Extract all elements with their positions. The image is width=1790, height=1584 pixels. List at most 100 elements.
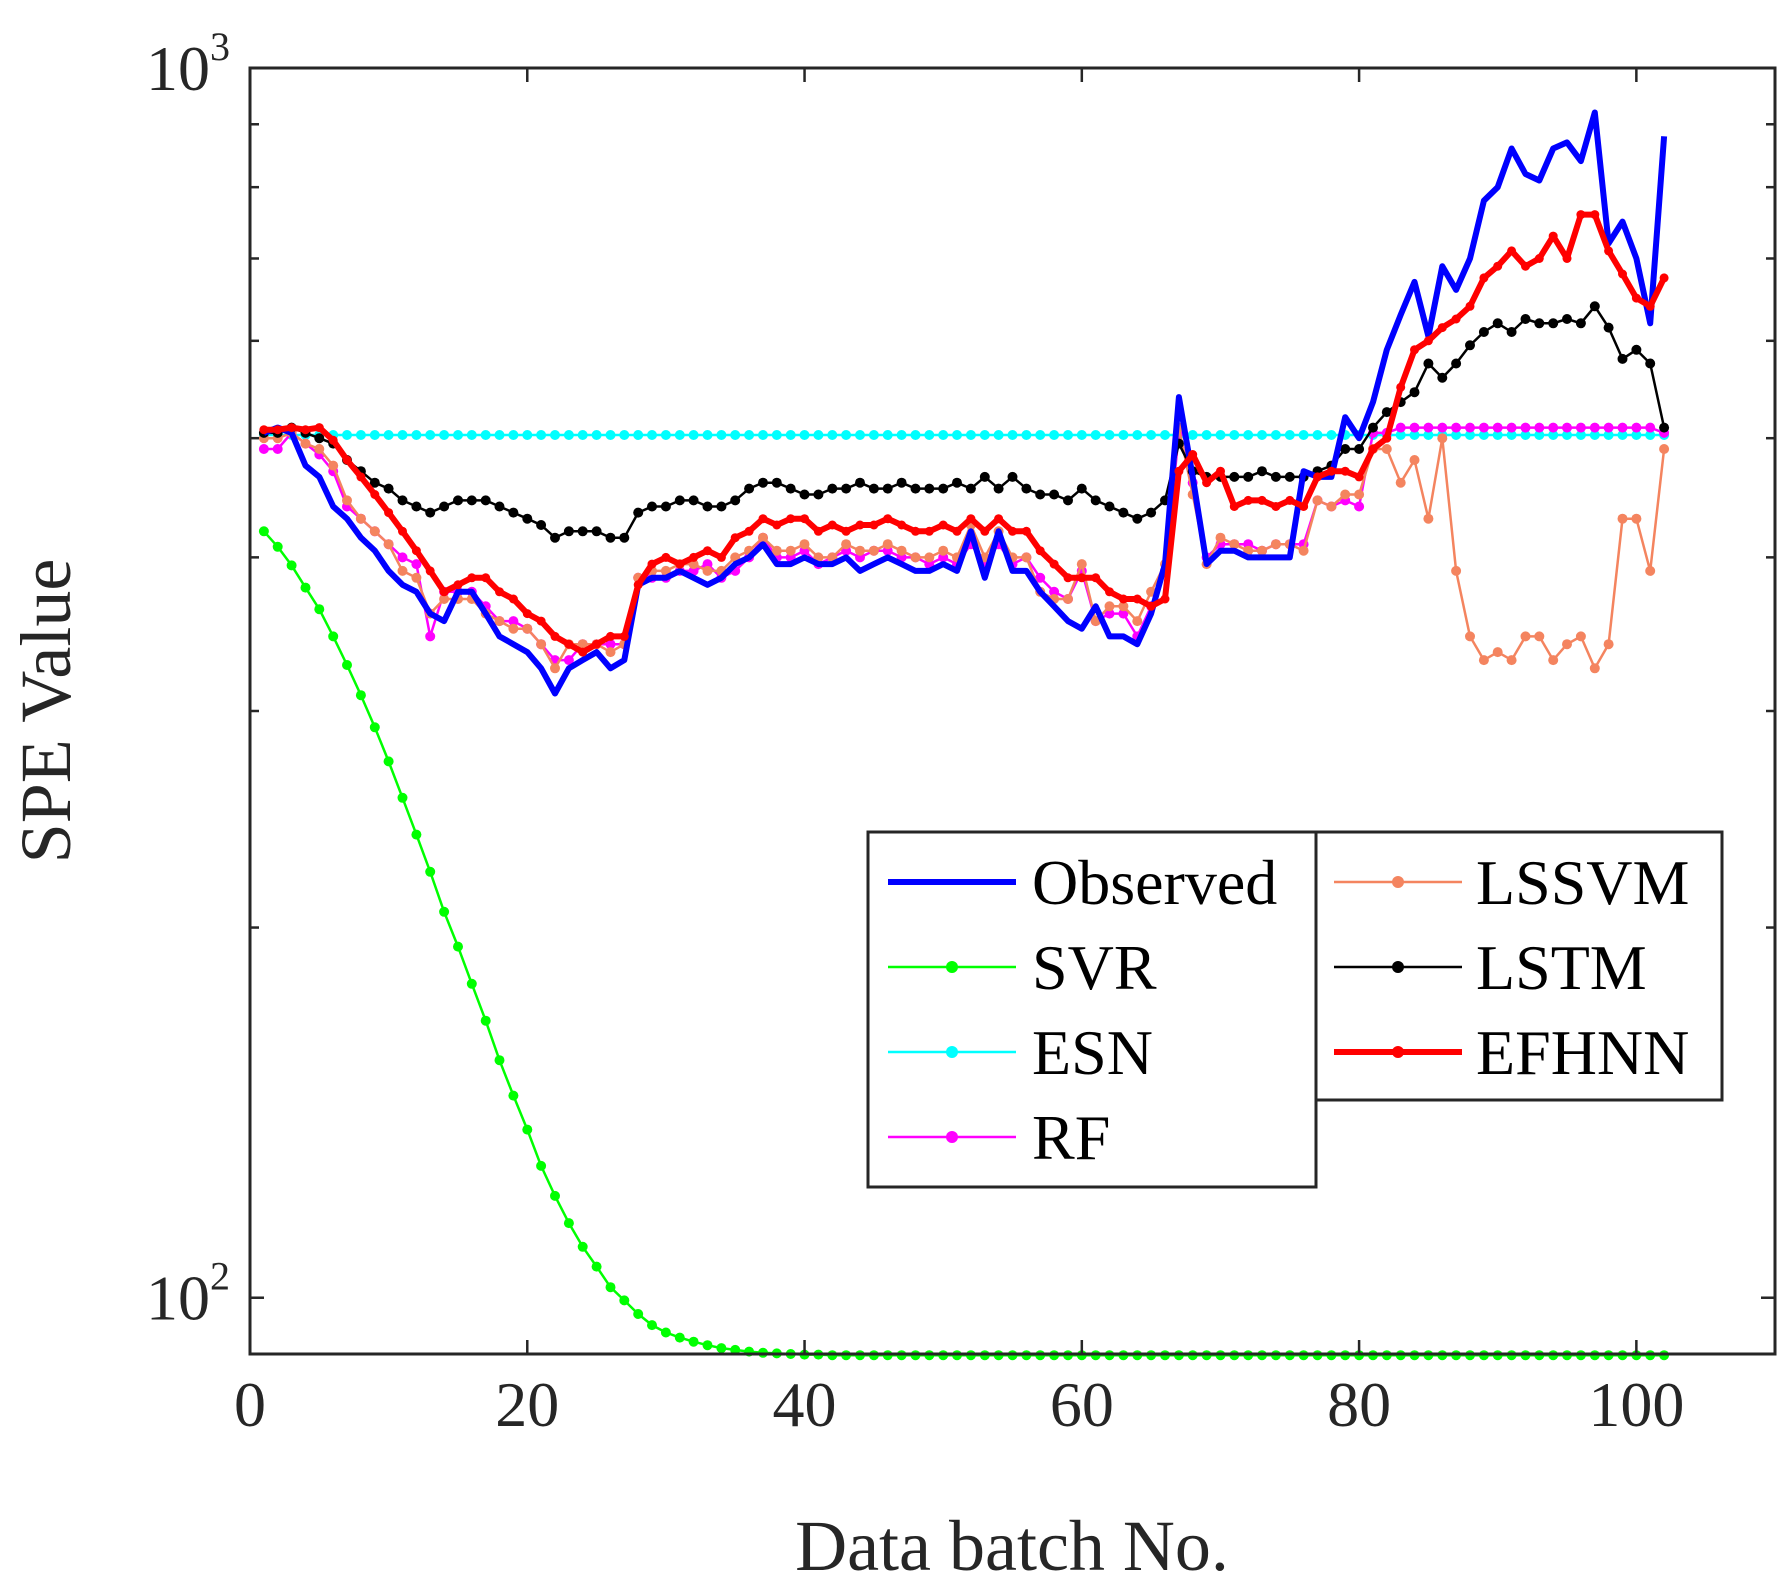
point-esn-7 (342, 430, 352, 440)
point-efhnn-101 (1645, 301, 1655, 311)
point-efhnn-7 (342, 455, 352, 465)
point-esn-26 (605, 430, 616, 440)
point-esn-60 (1076, 430, 1087, 440)
point-rf-98 (1603, 422, 1614, 433)
point-lstm-37 (758, 477, 768, 488)
point-svr-24 (577, 1241, 588, 1252)
point-esn-75 (1284, 430, 1295, 440)
point-lstm-51 (952, 477, 962, 488)
point-esn-34 (716, 430, 727, 440)
point-lstm-33 (702, 501, 713, 512)
point-esn-61 (1090, 430, 1101, 440)
point-lstm-62 (1104, 501, 1115, 512)
point-svr-33 (702, 1340, 713, 1351)
point-lssvm-85 (1423, 513, 1434, 524)
point-efhnn-99 (1618, 269, 1627, 279)
point-esn-71 (1229, 430, 1240, 440)
point-lstm-19 (508, 507, 519, 518)
point-rf-95 (1562, 422, 1572, 433)
point-efhnn-30 (661, 552, 671, 562)
point-efhnn-53 (980, 526, 990, 536)
point-esn-93 (1534, 430, 1545, 440)
point-lstm-86 (1437, 372, 1448, 383)
point-rf-63 (1118, 608, 1129, 619)
point-svr-18 (494, 1055, 505, 1066)
point-lstm-91 (1506, 327, 1517, 337)
y-axis-title: SPE Value (6, 559, 86, 864)
point-lssvm-88 (1465, 631, 1475, 642)
point-lssvm-40 (799, 539, 810, 550)
point-efhnn-21 (536, 616, 546, 626)
point-lstm-74 (1270, 471, 1281, 482)
legend-entry-lstm: LSTM (1334, 932, 1647, 1003)
y-tick-label-100: 102 (146, 1254, 230, 1334)
point-lstm-29 (647, 501, 657, 512)
point-lssvm-44 (855, 545, 865, 556)
point-efhnn-17 (481, 573, 491, 583)
point-lstm-41 (813, 489, 824, 500)
point-rf-23 (563, 655, 574, 666)
series-efhnn (259, 210, 1669, 657)
point-svr-21 (536, 1160, 547, 1171)
point-lssvm-93 (1534, 631, 1545, 642)
point-lstm-40 (799, 489, 810, 500)
point-lssvm-50 (938, 545, 949, 556)
point-efhnn-74 (1271, 502, 1281, 511)
point-lstm-14 (439, 501, 450, 512)
point-efhnn-43 (841, 526, 851, 536)
point-esn-100 (1631, 430, 1642, 440)
point-lssvm-94 (1548, 655, 1559, 666)
point-esn-92 (1520, 430, 1531, 440)
point-efhnn-92 (1521, 261, 1530, 271)
point-svr-12 (411, 829, 422, 840)
point-efhnn-33 (703, 546, 712, 556)
point-lssvm-77 (1312, 495, 1323, 506)
point-lssvm-21 (536, 639, 547, 650)
point-lstm-95 (1562, 314, 1572, 324)
legend-marker-rf (946, 1131, 958, 1143)
point-lstm-48 (910, 483, 921, 494)
point-efhnn-98 (1604, 246, 1614, 256)
point-lssvm-62 (1104, 601, 1115, 612)
point-lstm-53 (979, 471, 990, 482)
point-efhnn-81 (1368, 444, 1378, 454)
point-esn-19 (508, 430, 519, 440)
point-lssvm-10 (383, 539, 394, 550)
point-esn-78 (1326, 430, 1337, 440)
point-efhnn-50 (938, 520, 948, 530)
point-efhnn-94 (1548, 231, 1558, 241)
point-svr-9 (369, 722, 380, 733)
point-esn-20 (522, 430, 533, 440)
point-efhnn-84 (1410, 345, 1419, 355)
point-efhnn-89 (1479, 273, 1489, 283)
point-svr-4 (300, 582, 311, 593)
point-esn-53 (979, 430, 990, 440)
point-efhnn-71 (1229, 502, 1239, 511)
point-lssvm-47 (896, 545, 907, 556)
legend-entry-esn: ESN (888, 1017, 1153, 1088)
point-lssvm-45 (868, 545, 879, 556)
point-lssvm-76 (1298, 545, 1309, 556)
point-svr-16 (466, 978, 477, 989)
point-efhnn-8 (356, 472, 366, 482)
point-esn-72 (1243, 430, 1254, 440)
point-efhnn-34 (716, 552, 726, 562)
point-esn-94 (1548, 430, 1559, 440)
point-lstm-15 (453, 495, 463, 506)
point-esn-97 (1589, 430, 1600, 440)
point-esn-29 (647, 430, 657, 440)
point-lssvm-101 (1645, 565, 1656, 576)
point-efhnn-49 (924, 526, 934, 536)
legend-entry-lssvm: LSSVM (1334, 847, 1689, 918)
point-lstm-49 (924, 483, 935, 494)
point-esn-74 (1270, 430, 1281, 440)
point-efhnn-80 (1354, 472, 1364, 482)
point-lssvm-37 (758, 532, 768, 543)
point-esn-11 (397, 430, 408, 440)
point-efhnn-86 (1437, 323, 1447, 333)
point-esn-70 (1215, 430, 1226, 440)
legend-label-observed: Observed (1032, 847, 1277, 918)
point-efhnn-82 (1382, 433, 1392, 443)
point-lstm-55 (1007, 471, 1018, 482)
point-lssvm-82 (1381, 444, 1392, 454)
